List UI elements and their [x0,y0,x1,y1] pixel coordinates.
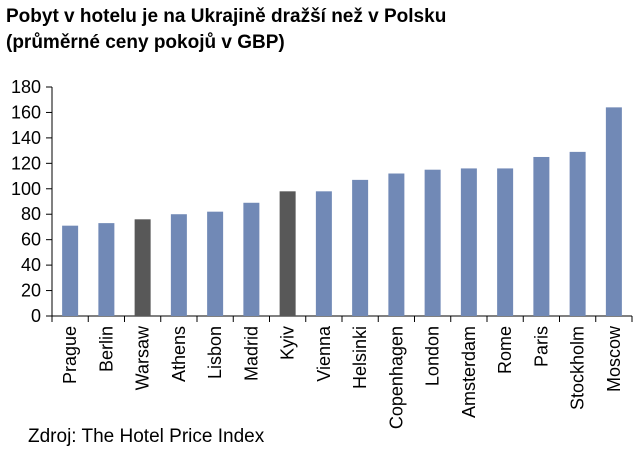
bar-rome [497,168,514,316]
x-tick-label: Rome [495,326,515,374]
bar-paris [533,156,550,316]
x-tick-label: Amsterdam [459,326,479,418]
bar-vienna [315,191,332,316]
bar-prague [62,225,79,316]
bar-lisbon [207,211,224,316]
x-tick-label: Kyiv [278,326,298,360]
x-tick-label: Berlin [96,326,116,372]
x-tick-label: Copenhagen [386,326,406,429]
bar-warsaw [134,219,151,316]
x-tick-label: Helsinki [350,326,370,389]
x-tick-label: Athens [169,326,189,382]
y-tick-label: 140 [11,128,41,148]
x-tick-label: Vienna [314,325,334,382]
bar-athens [170,214,187,316]
y-tick-label: 180 [11,77,41,97]
chart-title-line-2: (průměrné ceny pokojů v GBP) [6,32,285,53]
bar-kyiv [279,191,296,316]
x-tick-label: Moscow [604,325,624,392]
x-tick-label: Paris [531,326,551,367]
bar-helsinki [352,179,369,316]
y-tick-label: 120 [11,153,41,173]
x-tick-label: Stockholm [568,326,588,410]
y-tick-label: 20 [21,281,41,301]
x-tick-label: Warsaw [133,325,153,390]
bar-amsterdam [460,168,477,316]
bar-madrid [243,202,260,316]
bar-stockholm [569,151,586,316]
y-tick-label: 60 [21,230,41,250]
y-tick-label: 160 [11,102,41,122]
bar-moscow [605,107,622,316]
x-tick-label: Lisbon [205,326,225,379]
chart-title-line-1: Pobyt v hotelu je na Ukrajině dražší než… [6,6,447,27]
y-tick-label: 100 [11,179,41,199]
y-tick-label: 80 [21,204,41,224]
bar-london [424,169,441,316]
bar-berlin [98,223,115,316]
y-tick-label: 40 [21,255,41,275]
chart-title: Pobyt v hotelu je na Ukrajině dražší než… [6,4,446,56]
x-tick-label: London [423,326,443,386]
x-tick-label: Madrid [241,326,261,381]
y-tick-label: 0 [31,306,41,326]
source-note: Zdroj: The Hotel Price Index [28,426,265,447]
bar-copenhagen [388,173,405,316]
x-tick-label: Prague [60,326,80,384]
